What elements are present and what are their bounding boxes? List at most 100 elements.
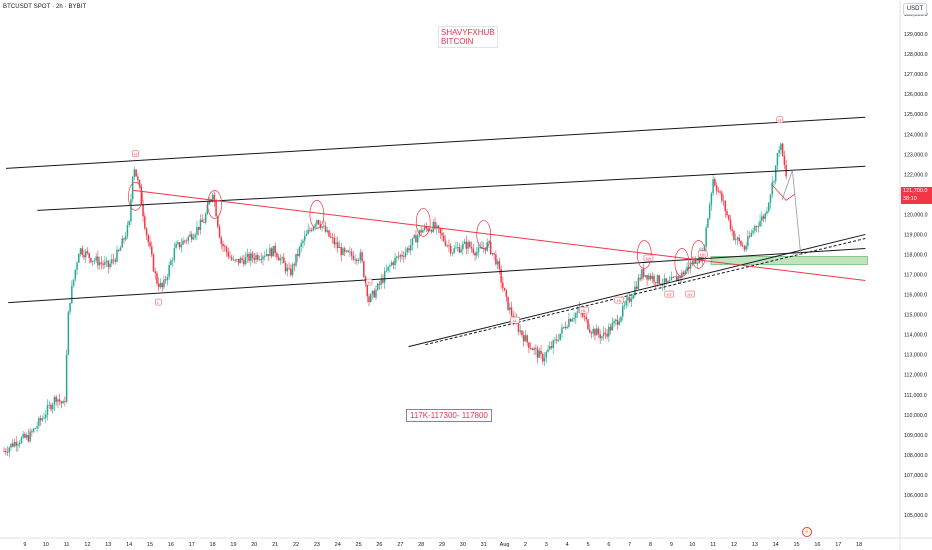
x-tick-label: 10 xyxy=(43,542,49,548)
candle-body xyxy=(130,199,132,222)
candle-body xyxy=(15,441,17,446)
candle-body xyxy=(295,253,297,266)
candle-body xyxy=(682,272,685,275)
y-tick-label: 125,000.0 xyxy=(904,112,928,118)
swing-marker-label: HT xyxy=(667,292,673,297)
candle-body xyxy=(442,235,445,241)
swing-marker-box xyxy=(510,316,520,324)
candle-body xyxy=(310,230,313,231)
y-tick-label: 108,000.0 xyxy=(904,453,928,459)
candle-body xyxy=(731,229,733,231)
candle-body xyxy=(25,434,28,438)
candle-body xyxy=(458,247,461,253)
candle-body xyxy=(335,242,337,245)
candle-body xyxy=(776,153,779,166)
candle-body xyxy=(190,234,193,240)
candle-body xyxy=(446,245,448,247)
candle-body xyxy=(620,316,622,322)
candle-body xyxy=(658,275,661,284)
candle-body xyxy=(693,259,695,264)
candle-body xyxy=(8,447,11,453)
candle-body xyxy=(745,245,747,250)
candle-body xyxy=(46,405,49,415)
candle-body xyxy=(416,235,419,243)
candle-body xyxy=(451,252,454,254)
candle-body xyxy=(36,426,38,429)
candles xyxy=(3,142,787,458)
candle-body xyxy=(182,240,184,245)
candle-body xyxy=(439,228,442,234)
candle-body xyxy=(307,229,309,234)
candle-body xyxy=(698,253,700,264)
x-tick-label: 26 xyxy=(376,542,382,548)
candle-body xyxy=(147,235,150,243)
candle-body xyxy=(67,311,70,356)
x-tick-label: 17 xyxy=(189,542,195,548)
highlight-circle xyxy=(207,190,223,219)
candle-body xyxy=(227,251,229,257)
x-tick-label: 16 xyxy=(814,542,820,548)
candle-body xyxy=(192,237,195,240)
candle-body xyxy=(213,194,216,201)
watermark-line2: BITCOIN xyxy=(441,37,474,46)
candle-body xyxy=(373,290,375,298)
candle-body xyxy=(394,257,396,265)
y-tick-label: 105,000.0 xyxy=(904,513,928,519)
candle-body xyxy=(27,434,30,442)
y-tick-label: 114,000.0 xyxy=(904,333,927,339)
candle-body xyxy=(491,253,494,255)
candle-body xyxy=(262,256,264,260)
x-tick-label: 29 xyxy=(439,542,445,548)
candle-body xyxy=(599,334,601,339)
y-tick-label: 111,000.0 xyxy=(904,393,927,399)
candle-body xyxy=(738,237,740,242)
candle-body xyxy=(152,254,155,272)
last-price: 121,700.0 xyxy=(903,188,928,194)
candle-body xyxy=(389,265,391,267)
candle-body xyxy=(592,328,594,334)
candle-body xyxy=(382,279,384,283)
candle-body xyxy=(597,328,600,335)
candle-body xyxy=(557,340,560,341)
x-tick-label: 3 xyxy=(545,542,548,548)
x-tick-label: 13 xyxy=(752,542,758,548)
candle-body xyxy=(750,232,753,237)
candle-body xyxy=(656,275,659,284)
candle-body xyxy=(602,332,605,337)
candle-body xyxy=(93,260,96,262)
x-tick-label: 8 xyxy=(649,542,652,548)
currency-button[interactable]: USDT xyxy=(903,3,927,15)
candle-body xyxy=(32,428,35,432)
candle-body xyxy=(595,328,598,336)
candle-body xyxy=(609,326,612,331)
candle-body xyxy=(568,318,570,327)
candle-body xyxy=(399,254,402,258)
target-annotation[interactable]: 117K-117300- 117800 xyxy=(406,409,492,422)
candle-body xyxy=(430,230,433,232)
candle-body xyxy=(368,296,370,303)
candle-body xyxy=(769,194,772,203)
trend-line-upper-channel xyxy=(6,116,866,169)
x-tick-label: 15 xyxy=(793,542,799,548)
swing-marker-label: H xyxy=(368,280,371,285)
swing-marker-label: L xyxy=(157,300,160,305)
candle-body xyxy=(343,248,346,252)
candle-body xyxy=(470,247,473,249)
candle-body xyxy=(330,236,332,238)
candle-body xyxy=(349,251,351,253)
x-tick-label: 12 xyxy=(731,542,737,548)
tradingview-logo-icon[interactable]: ⚡ xyxy=(802,527,812,537)
candle-body xyxy=(76,262,78,270)
candle-body xyxy=(613,321,615,324)
candle-body xyxy=(151,246,153,255)
candle-body xyxy=(251,253,254,258)
candle-body xyxy=(392,262,395,265)
x-tick-label: 7 xyxy=(628,542,631,548)
candle-body xyxy=(123,238,125,240)
candle-body xyxy=(449,245,452,254)
candle-body xyxy=(126,225,129,237)
trend-line-mid-channel xyxy=(37,165,866,211)
candle-body xyxy=(630,298,633,302)
